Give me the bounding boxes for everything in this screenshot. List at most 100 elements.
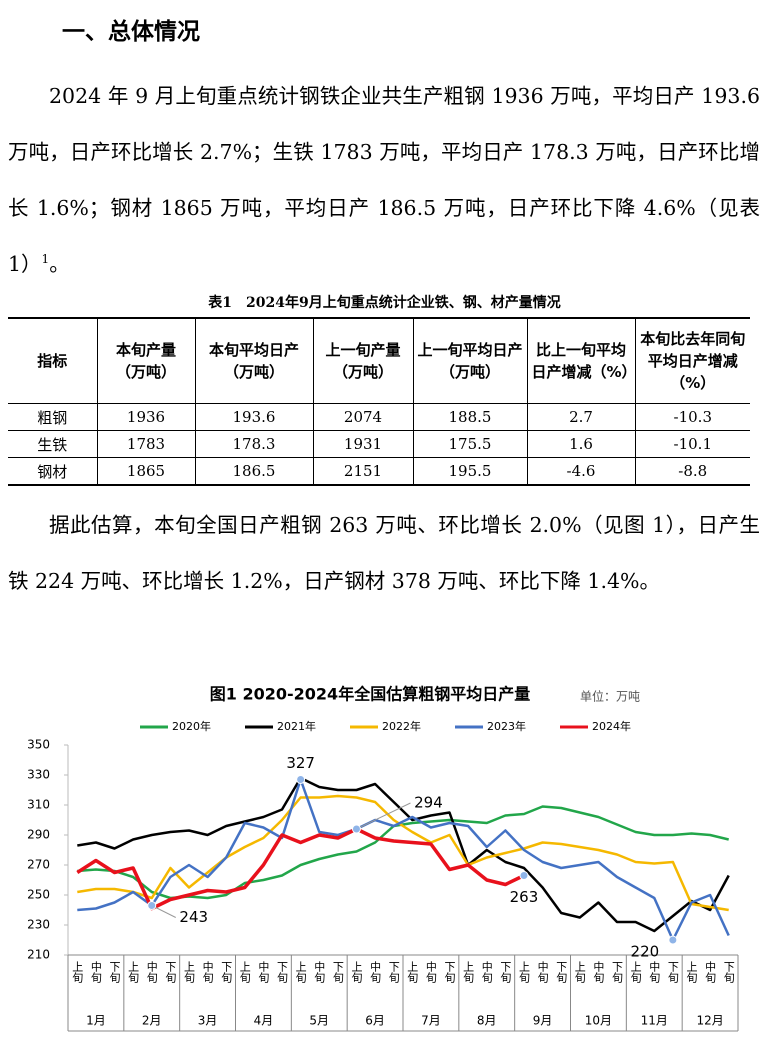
x-tick-label: 上旬 <box>182 961 195 984</box>
x-tick-label: 下旬 <box>276 961 289 984</box>
x-tick-label: 中旬 <box>145 961 158 984</box>
cell: 1936 <box>96 403 196 431</box>
month-label: 5月 <box>309 1014 329 1028</box>
cell: 1783 <box>96 430 196 458</box>
x-tick-label: 上旬 <box>573 961 586 984</box>
x-tick-label: 中旬 <box>648 961 661 984</box>
x-tick-label: 中旬 <box>89 961 102 984</box>
series-line <box>77 776 730 933</box>
header-cell: 本旬产量（万吨） <box>96 317 196 404</box>
point <box>296 775 306 784</box>
x-tick-label: 上旬 <box>406 961 419 984</box>
x-tick-label: 下旬 <box>611 961 624 984</box>
cell: 1865 <box>96 457 196 486</box>
cell: 175.5 <box>412 430 528 458</box>
y-tick-label: 270 <box>27 858 50 872</box>
header-cell: 上一旬平均日产（万吨） <box>412 317 528 404</box>
table-caption: 表1 2024年9月上旬重点统计企业铁、钢、材产量情况 <box>208 295 561 311</box>
month-label: 12月 <box>696 1014 723 1028</box>
table: 指标 本旬产量（万吨） 本旬平均日产（万吨） 上一旬产量（万吨） 上一旬平均日产（万吨）… <box>8 317 750 486</box>
x-tick-label: 中旬 <box>704 961 717 984</box>
header-cell: 上一旬产量（万吨） <box>312 317 414 404</box>
month-label: 8月 <box>477 1014 497 1028</box>
y-tick-label: 210 <box>27 948 50 962</box>
chart-title: 图1 2020-2024年全国估算粗钢平均日产量 <box>210 685 530 704</box>
cell: -4.6 <box>526 457 636 486</box>
x-tick-label: 上旬 <box>517 961 530 984</box>
text: 。 <box>49 252 70 276</box>
row: 生铁 1783 178.3 1931 175.5 1.6 -10.1 <box>8 430 750 458</box>
cell: 188.5 <box>412 403 528 431</box>
x-tick-label: 中旬 <box>480 961 493 984</box>
cell: 1.6 <box>526 430 636 458</box>
header-cell: 本旬平均日产（万吨） <box>194 317 314 404</box>
x-tick-label: 下旬 <box>108 961 121 984</box>
header-cell: 比上一旬平均日产增减（%） <box>526 317 637 404</box>
x-tick-label: 下旬 <box>443 961 456 984</box>
x-tick-label: 下旬 <box>331 961 344 984</box>
legend-label: 2024年 <box>592 719 631 733</box>
x-tick-label: 中旬 <box>201 961 214 984</box>
legend-label: 2023年 <box>487 719 526 733</box>
x-tick-label: 上旬 <box>685 961 698 984</box>
point <box>519 871 529 880</box>
y-tick-label: 290 <box>27 828 50 842</box>
x-tick-label: 中旬 <box>536 961 549 984</box>
x-tick-label: 上旬 <box>462 961 475 984</box>
cell: 1931 <box>312 430 414 458</box>
cell: 195.5 <box>412 457 528 486</box>
x-tick-label: 下旬 <box>164 961 177 984</box>
header-cell: 指标 <box>8 317 98 404</box>
x-tick-label: 中旬 <box>257 961 270 984</box>
x-tick-label: 下旬 <box>722 961 735 984</box>
month-label: 10月 <box>585 1014 612 1028</box>
header-cell: 本旬比去年同旬平均日产增减（%） <box>634 317 750 404</box>
month-label: 2月 <box>142 1014 162 1028</box>
x-tick-label: 下旬 <box>499 961 512 984</box>
cell: 生铁 <box>8 430 98 458</box>
x-tick-label: 上旬 <box>71 961 84 984</box>
series-line <box>77 778 730 942</box>
data-label: 327 <box>286 754 315 772</box>
x-tick-label: 下旬 <box>220 961 233 984</box>
x-tick-label: 中旬 <box>313 961 326 984</box>
y-tick-label: 250 <box>27 888 50 902</box>
y-tick-label: 350 <box>27 738 50 752</box>
cell: 2.7 <box>526 403 636 431</box>
cell: 186.5 <box>194 457 314 486</box>
month-label: 11月 <box>641 1014 668 1028</box>
month-label: 1月 <box>86 1014 106 1028</box>
legend-label: 2020年 <box>172 719 211 733</box>
x-tick-label: 上旬 <box>350 961 363 984</box>
x-tick-label: 下旬 <box>666 961 679 984</box>
data-label: 220 <box>631 943 660 961</box>
leader <box>356 802 411 830</box>
cell: 2151 <box>312 457 414 486</box>
cell: 钢材 <box>8 457 98 486</box>
series-line <box>77 794 729 912</box>
paragraph: 2024 年 9 月上旬重点统计钢铁企业共生产粗钢 1936 万吨，平均日产 1… <box>8 68 760 292</box>
legend-label: 2021年 <box>277 719 316 733</box>
x-tick-label: 中旬 <box>424 961 437 984</box>
data-label: 294 <box>414 794 443 812</box>
x-tick-label: 上旬 <box>127 961 140 984</box>
row: 粗钢 1936 193.6 2074 188.5 2.7 -10.3 <box>8 403 750 431</box>
y-tick-label: 310 <box>27 798 50 812</box>
x-tick-label: 下旬 <box>387 961 400 984</box>
heading: 一、总体情况 <box>62 19 200 45</box>
month-label: 7月 <box>421 1014 441 1028</box>
month-label: 9月 <box>533 1014 553 1028</box>
month-label: 3月 <box>198 1014 218 1028</box>
footnote-ref: 1 <box>41 252 50 267</box>
unit: 单位：万吨 <box>580 689 640 704</box>
paragraph: 据此估算，本旬全国日产粗钢 263 万吨、环比增长 2.0%（见图 1），日产生… <box>8 513 760 593</box>
month-label: 6月 <box>365 1014 385 1028</box>
cell: -10.3 <box>634 403 750 431</box>
month-label: 4月 <box>254 1014 274 1028</box>
point <box>668 935 678 945</box>
cell: -8.8 <box>634 457 750 486</box>
x-tick-label: 下旬 <box>555 961 568 984</box>
point <box>147 901 157 910</box>
data-label: 243 <box>179 908 208 926</box>
